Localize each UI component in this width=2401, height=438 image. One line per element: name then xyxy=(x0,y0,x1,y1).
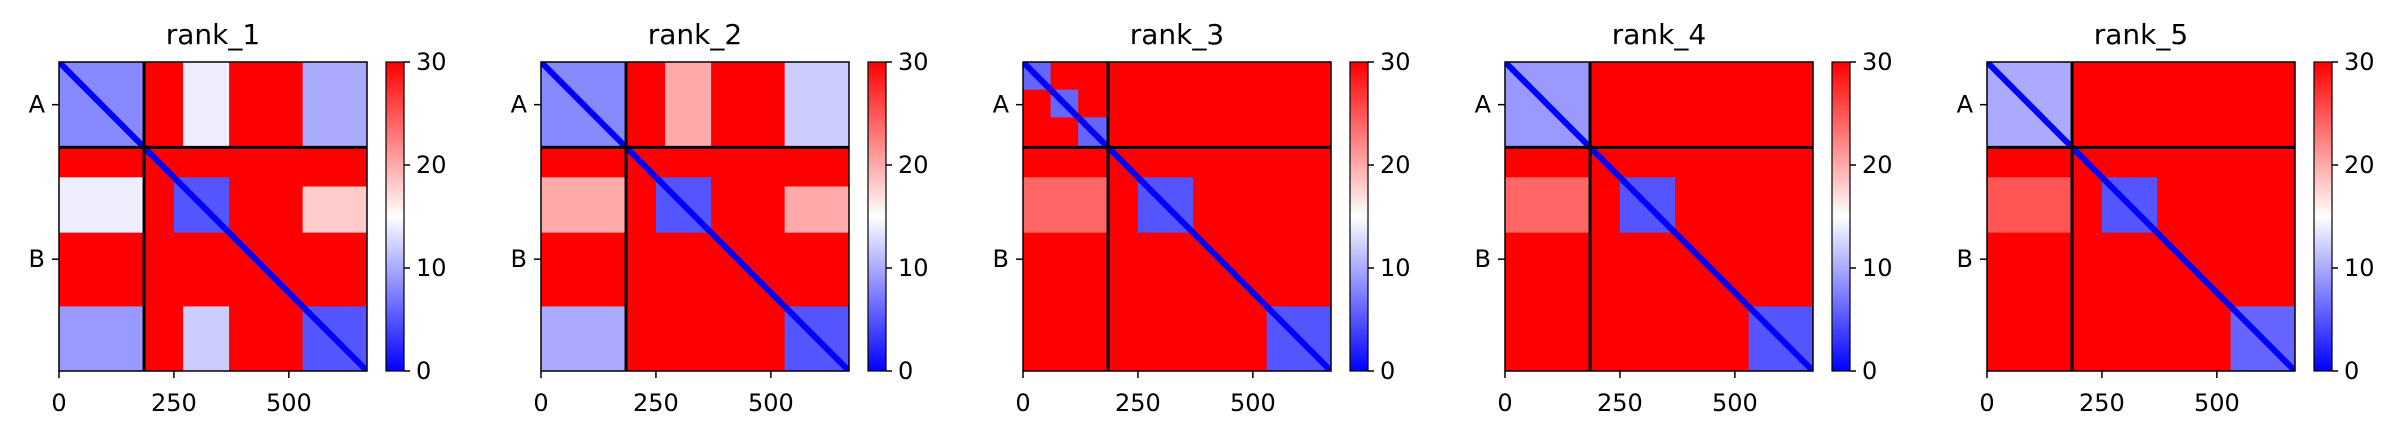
heatmap-block xyxy=(59,306,145,371)
heatmap-block xyxy=(1505,177,1591,233)
heatmap-block xyxy=(302,186,367,233)
colorbar-tick-label: 0 xyxy=(2344,357,2359,385)
y-tick-label: A xyxy=(29,91,46,119)
colorbar-tick-label: 10 xyxy=(1862,254,1893,282)
colorbar-tick-label: 0 xyxy=(416,357,431,385)
heatmap-block xyxy=(784,62,849,148)
colorbar-tick-label: 30 xyxy=(1380,48,1411,76)
plot-frame xyxy=(58,61,368,372)
x-tick-label: 0 xyxy=(1497,389,1512,417)
colorbar-tick-label: 10 xyxy=(1380,254,1411,282)
chart-title: rank_5 xyxy=(2094,18,2188,51)
y-tick-label: B xyxy=(1957,245,1973,273)
y-tick-label: B xyxy=(511,245,527,273)
chart-title: rank_3 xyxy=(1130,18,1224,51)
colorbar-tick-label: 20 xyxy=(416,151,447,179)
x-tick-label: 250 xyxy=(1597,389,1643,417)
x-tick-label: 250 xyxy=(2079,389,2125,417)
colorbar-tick-label: 0 xyxy=(898,357,913,385)
heatmap-diagonal xyxy=(1505,62,1813,371)
colorbar-tick-label: 20 xyxy=(898,151,929,179)
colorbar-tick-label: 20 xyxy=(1380,151,1411,179)
chart-title: rank_1 xyxy=(166,18,260,51)
x-tick-label: 500 xyxy=(1230,389,1276,417)
colorbar xyxy=(1349,61,1369,372)
panel-2: rank_2 0 250 500 A B 0 10 20 30 xyxy=(511,18,929,417)
x-tick-label: 0 xyxy=(51,389,66,417)
x-tick-label: 250 xyxy=(151,389,197,417)
x-tick-label: 500 xyxy=(266,389,312,417)
panel-1: rank_1 0 250 500 A B 0 10 20 30 xyxy=(29,18,447,417)
y-tick-label: A xyxy=(993,91,1010,119)
colorbar xyxy=(1831,61,1851,372)
y-tick-label: B xyxy=(29,245,45,273)
colorbar-tick-label: 20 xyxy=(1862,151,1893,179)
heatmap-diagonal xyxy=(1987,62,2295,371)
x-tick-label: 0 xyxy=(1015,389,1030,417)
heatmap-block xyxy=(59,177,145,233)
panel-4: rank_4 0 250 500 A B 0 10 20 30 xyxy=(1475,18,1893,417)
heatmap-1 xyxy=(59,62,367,371)
colorbar-tick-label: 20 xyxy=(2344,151,2375,179)
heatmap-block xyxy=(541,306,627,371)
chart-title: rank_4 xyxy=(1612,18,1706,51)
x-tick-label: 0 xyxy=(533,389,548,417)
colorbar xyxy=(385,61,405,372)
panel-5: rank_5 0 250 500 A B 0 10 20 30 xyxy=(1957,18,2375,417)
y-tick-label: B xyxy=(1475,245,1491,273)
colorbar-tick-label: 30 xyxy=(898,48,929,76)
plot-frame xyxy=(540,61,850,372)
heatmap-block xyxy=(665,62,712,148)
colorbar-tick-label: 10 xyxy=(898,254,929,282)
x-tick-label: 250 xyxy=(633,389,679,417)
heatmap-4 xyxy=(1505,62,1813,371)
plot-frame xyxy=(1504,61,1814,372)
heatmap-diagonal xyxy=(59,62,367,371)
colorbar-tick-label: 10 xyxy=(416,254,447,282)
heatmap-block xyxy=(1023,177,1109,233)
y-tick-label: A xyxy=(1957,91,1974,119)
heatmap-block xyxy=(183,306,230,371)
chart-title: rank_2 xyxy=(648,18,742,51)
x-tick-label: 250 xyxy=(1115,389,1161,417)
colorbar-tick-label: 0 xyxy=(1380,357,1395,385)
colorbar xyxy=(867,61,887,372)
colorbar-tick-label: 30 xyxy=(1862,48,1893,76)
y-tick-label: A xyxy=(1475,91,1492,119)
heatmap-3 xyxy=(1023,62,1331,371)
x-tick-label: 500 xyxy=(1712,389,1758,417)
heatmap-block xyxy=(784,186,849,233)
heatmap-diagonal xyxy=(1023,62,1331,371)
heatmap-block xyxy=(541,177,627,233)
colorbar-tick-label: 30 xyxy=(416,48,447,76)
x-tick-label: 0 xyxy=(1979,389,1994,417)
heatmap-block xyxy=(1987,177,2073,233)
x-tick-label: 500 xyxy=(2194,389,2240,417)
colorbar-tick-label: 30 xyxy=(2344,48,2375,76)
heatmap-block xyxy=(302,62,367,148)
y-tick-label: B xyxy=(993,245,1009,273)
panel-3: rank_3 0 250 500 A B 0 10 20 30 xyxy=(993,18,1411,417)
colorbar-tick-label: 0 xyxy=(1862,357,1877,385)
y-tick-label: A xyxy=(511,91,528,119)
x-tick-label: 500 xyxy=(748,389,794,417)
colorbar xyxy=(2313,61,2333,372)
plot-frame xyxy=(1986,61,2296,372)
heatmap-2 xyxy=(541,62,849,371)
heatmap-diagonal xyxy=(541,62,849,371)
heatmap-block xyxy=(183,62,230,148)
plot-frame xyxy=(1022,61,1332,372)
heatmap-5 xyxy=(1987,62,2295,371)
colorbar-tick-label: 10 xyxy=(2344,254,2375,282)
